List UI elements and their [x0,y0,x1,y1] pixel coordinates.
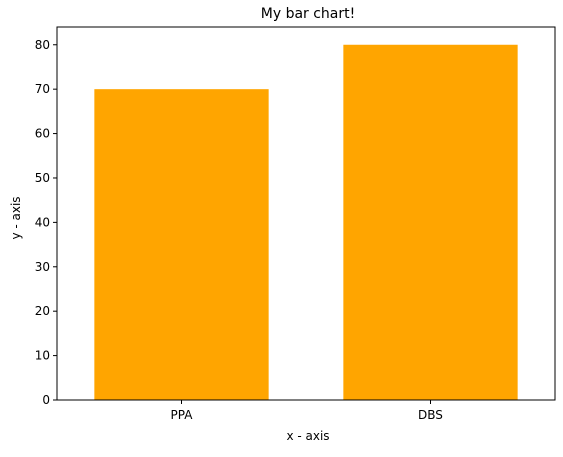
y-tick-label: 40 [35,215,50,229]
y-tick-label: 80 [35,38,50,52]
y-tick-label: 60 [35,127,50,141]
chart-title: My bar chart! [261,6,356,22]
y-tick-label: 10 [35,349,50,363]
y-tick-label: 30 [35,260,50,274]
x-axis-label: x - axis [286,429,329,443]
y-tick-label: 20 [35,304,50,318]
y-axis-label: y - axis [9,196,23,239]
x-tick-label-ppa: PPA [171,408,194,422]
bar-ppa [94,89,269,401]
plot-frame [56,26,556,401]
y-tick-label: 70 [35,82,50,96]
y-tick-label: 50 [35,171,50,185]
bar-dbs [343,44,518,400]
x-tick-label-dbs: DBS [418,408,443,422]
plot-area: PPA DBS 0 10 20 30 40 50 60 70 80 [35,26,556,422]
y-tick-label: 0 [42,393,50,407]
